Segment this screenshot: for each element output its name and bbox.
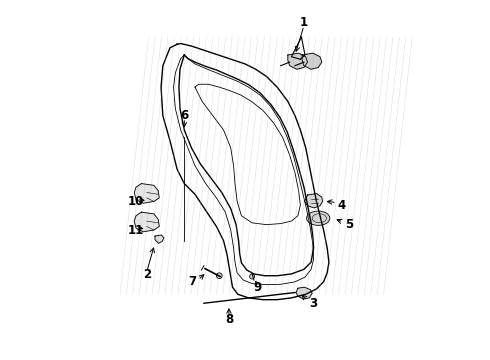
Text: 6: 6 <box>180 109 188 122</box>
Text: 2: 2 <box>143 268 151 281</box>
Circle shape <box>249 274 255 279</box>
Text: 5: 5 <box>345 218 353 231</box>
Text: 4: 4 <box>338 198 346 212</box>
Text: 10: 10 <box>128 195 144 208</box>
Circle shape <box>217 273 222 279</box>
Polygon shape <box>155 235 164 243</box>
Polygon shape <box>134 184 159 203</box>
Polygon shape <box>288 53 308 69</box>
Text: 11: 11 <box>128 224 144 237</box>
Text: 1: 1 <box>300 16 308 29</box>
Text: 9: 9 <box>253 281 262 294</box>
Polygon shape <box>302 53 322 69</box>
Polygon shape <box>134 212 159 232</box>
Polygon shape <box>305 194 322 208</box>
Text: 8: 8 <box>225 313 233 326</box>
Text: 3: 3 <box>309 297 318 310</box>
Ellipse shape <box>307 211 330 225</box>
Text: 7: 7 <box>189 275 197 288</box>
Polygon shape <box>296 287 312 299</box>
